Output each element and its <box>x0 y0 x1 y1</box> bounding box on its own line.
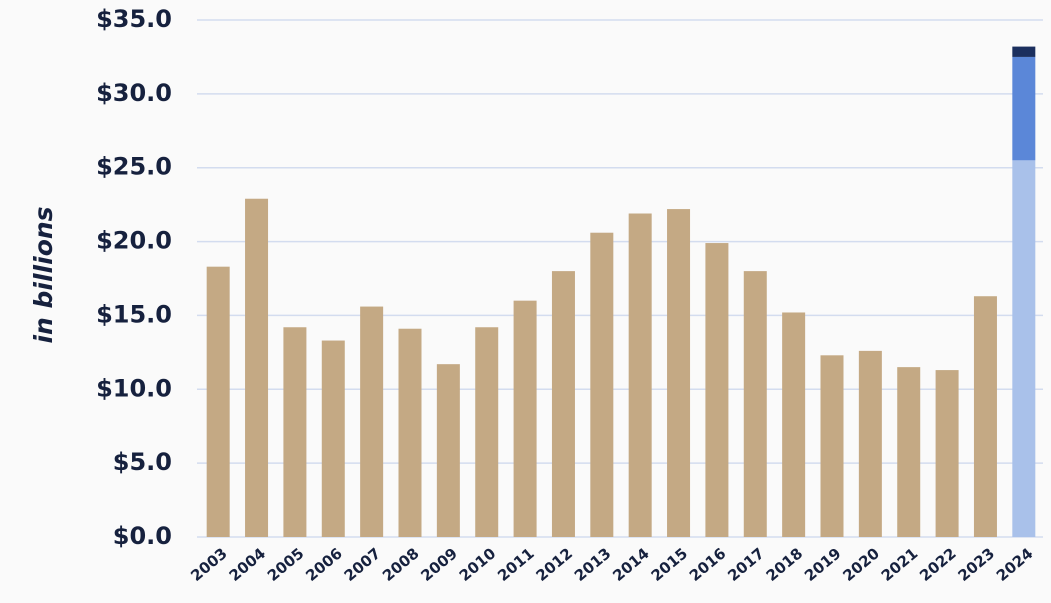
bar-segment <box>436 364 460 537</box>
x-tick-label: 2007 <box>341 544 385 585</box>
y-tick-label: $15.0 <box>96 300 172 328</box>
x-tick-label: 2004 <box>226 544 270 585</box>
bar-segment <box>973 296 997 537</box>
bar-segment <box>206 266 230 537</box>
x-tick-label: 2017 <box>724 544 768 585</box>
y-tick-label: $0.0 <box>113 522 172 550</box>
bar-segment <box>628 213 652 537</box>
bar-segment <box>360 306 384 537</box>
y-tick-label: $30.0 <box>96 79 172 107</box>
bar-segment <box>1012 46 1036 57</box>
bar-segment <box>321 340 345 537</box>
x-tick-label: 2014 <box>609 544 653 585</box>
bar-segment <box>283 327 307 537</box>
y-tick-label: $25.0 <box>96 153 172 181</box>
bar-segment <box>513 300 537 537</box>
x-tick-label: 2010 <box>456 544 500 585</box>
bar-segment <box>1012 160 1036 538</box>
x-tick-label: 2023 <box>954 544 998 585</box>
bar-segment <box>475 327 499 537</box>
x-tick-label: 2009 <box>417 544 461 585</box>
x-tick-label: 2015 <box>648 544 692 585</box>
bar-segment <box>245 198 269 537</box>
bar-segment <box>551 271 575 537</box>
x-tick-label: 2008 <box>379 544 423 585</box>
x-tick-label: 2019 <box>801 544 845 585</box>
x-tick-label: 2005 <box>264 544 308 585</box>
bar-segment <box>705 243 729 537</box>
bar-segment <box>858 350 882 537</box>
x-tick-label: 2016 <box>686 544 730 585</box>
x-tick-label: 2006 <box>302 544 346 585</box>
bar-segment <box>782 312 806 537</box>
y-tick-label: $35.0 <box>96 5 172 33</box>
x-tick-label: 2011 <box>494 544 538 585</box>
x-tick-label: 2003 <box>187 544 231 585</box>
bar-segment <box>667 209 691 537</box>
x-tick-label: 2018 <box>763 544 807 585</box>
x-tick-label: 2024 <box>993 544 1037 585</box>
y-tick-label: $5.0 <box>113 448 172 476</box>
y-tick-label: $10.0 <box>96 374 172 402</box>
y-axis-label: in billions <box>29 206 58 343</box>
x-tick-label: 2021 <box>878 544 922 585</box>
bar-segment <box>820 355 844 537</box>
bar-segment <box>398 328 422 537</box>
x-tick-label: 2013 <box>571 544 615 585</box>
bar-segment <box>935 370 959 537</box>
bar-segment <box>590 232 614 538</box>
y-tick-label: $20.0 <box>96 227 172 255</box>
bar-segment <box>743 271 767 537</box>
x-tick-label: 2012 <box>532 544 576 585</box>
x-tick-label: 2020 <box>839 544 883 585</box>
bar-segment <box>1012 56 1036 161</box>
x-tick-label: 2022 <box>916 544 960 585</box>
bar-segment <box>897 367 921 537</box>
